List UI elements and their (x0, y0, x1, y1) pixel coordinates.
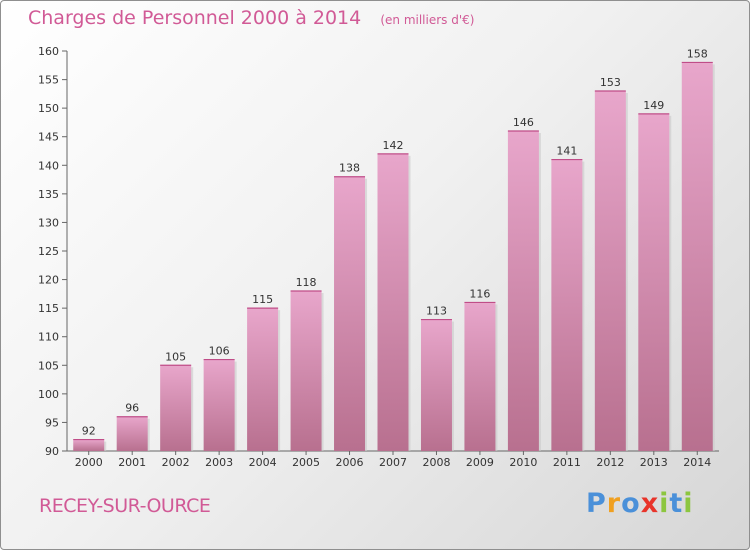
data-label: 142 (383, 139, 404, 152)
chart-title: Charges de Personnel 2000 à 2014 (28, 7, 362, 29)
y-tick-label: 110 (38, 331, 59, 344)
x-tick-label: 2009 (466, 456, 494, 469)
x-tick-label: 2004 (249, 456, 277, 469)
x-tick-label: 2002 (162, 456, 190, 469)
data-label: 96 (125, 402, 139, 415)
brand-letter: P (586, 488, 607, 519)
bar (73, 439, 105, 451)
bar (290, 291, 322, 451)
brand-logo: Proxiti (586, 488, 694, 519)
brand-letter: t (669, 488, 684, 519)
brand-letter: i (659, 488, 670, 519)
location-label: RECEY-SUR-OURCE (39, 495, 211, 517)
brand-letter: r (606, 488, 622, 519)
data-label: 106 (209, 345, 230, 358)
data-label: 138 (339, 162, 360, 175)
x-tick-label: 2001 (118, 456, 146, 469)
brand-letter: o (621, 488, 641, 519)
x-tick-label: 2013 (640, 456, 668, 469)
bar (377, 153, 409, 451)
chart-unit: (en milliers d'€) (380, 13, 475, 27)
y-tick-label: 90 (45, 445, 59, 458)
x-tick-label: 2007 (379, 456, 407, 469)
data-label: 149 (643, 99, 664, 112)
data-label: 153 (600, 76, 621, 89)
data-label: 92 (82, 425, 96, 438)
data-label: 158 (687, 47, 708, 60)
x-tick-label: 2011 (553, 456, 581, 469)
bar (507, 131, 539, 451)
x-tick-label: 2010 (509, 456, 537, 469)
y-tick-label: 115 (38, 302, 59, 315)
y-tick-label: 105 (38, 359, 59, 372)
y-tick-label: 120 (38, 274, 59, 287)
bar (334, 176, 366, 451)
x-tick-label: 2006 (336, 456, 364, 469)
bar (160, 365, 192, 451)
y-tick-label: 150 (38, 102, 59, 115)
x-tick-label: 2012 (596, 456, 624, 469)
bar (420, 319, 452, 451)
chart-title-row: Charges de Personnel 2000 à 2014 (en mil… (28, 7, 474, 29)
data-label: 115 (252, 293, 273, 306)
data-label: 141 (556, 145, 577, 158)
data-label: 116 (469, 287, 490, 300)
y-tick-label: 95 (45, 416, 59, 429)
data-label: 118 (296, 276, 317, 289)
x-tick-label: 2014 (683, 456, 711, 469)
data-label: 105 (165, 350, 186, 363)
brand-letter: x (640, 488, 660, 519)
bar (203, 359, 235, 451)
y-tick-label: 145 (38, 131, 59, 144)
y-tick-label: 130 (38, 216, 59, 229)
data-label: 113 (426, 305, 447, 318)
bar (638, 113, 670, 451)
x-tick-label: 2003 (205, 456, 233, 469)
bar (464, 302, 496, 451)
x-tick-label: 2008 (422, 456, 450, 469)
y-tick-label: 155 (38, 74, 59, 87)
bar (247, 308, 279, 451)
y-tick-label: 135 (38, 188, 59, 201)
bar (681, 62, 713, 452)
bar (116, 416, 148, 451)
brand-letter: i (683, 488, 694, 519)
data-label: 146 (513, 116, 534, 129)
y-tick-label: 140 (38, 159, 59, 172)
y-tick-label: 125 (38, 245, 59, 258)
y-tick-label: 100 (38, 388, 59, 401)
bar (594, 91, 626, 451)
x-tick-label: 2000 (75, 456, 103, 469)
bar (551, 159, 583, 452)
x-tick-label: 2005 (292, 456, 320, 469)
y-tick-label: 160 (38, 45, 59, 58)
